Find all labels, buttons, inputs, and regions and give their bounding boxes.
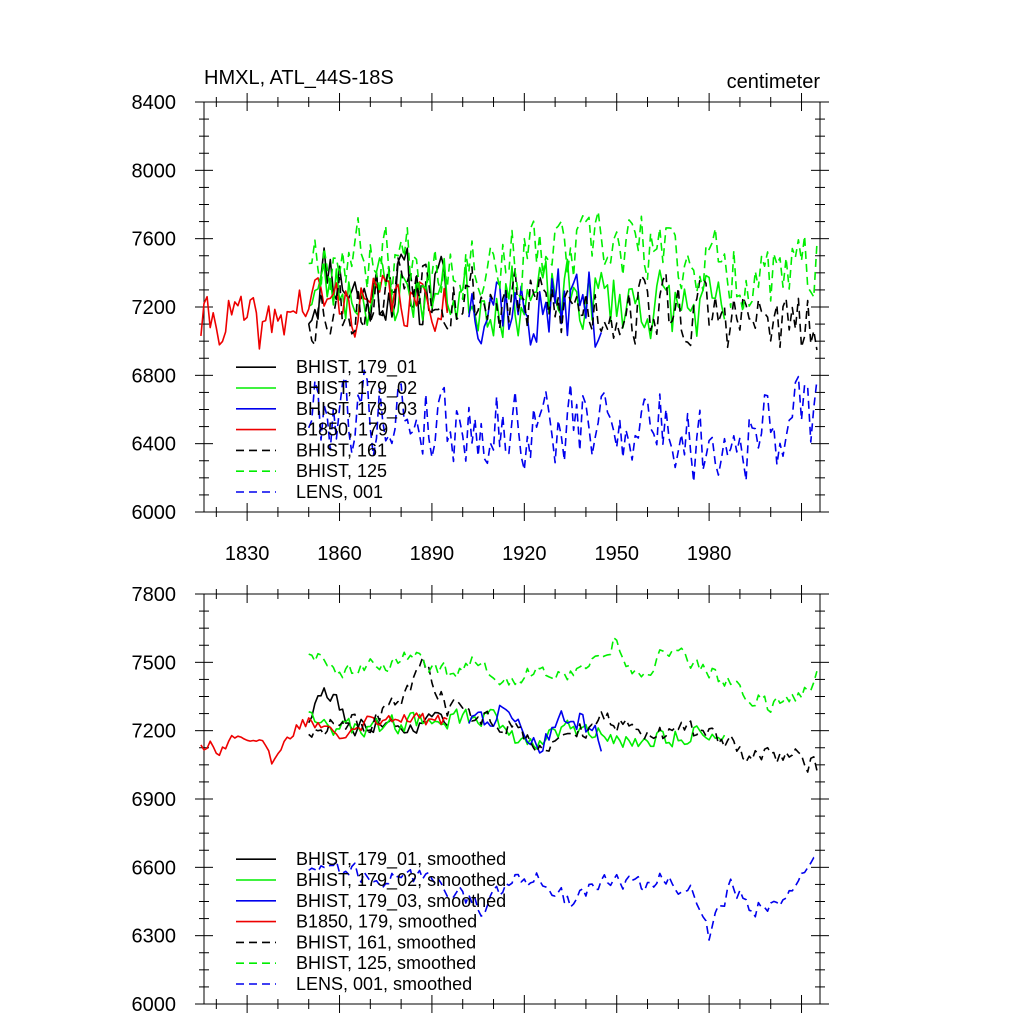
series-line: [308, 210, 818, 313]
legend-label: BHIST, 161: [296, 440, 387, 460]
series-group: [200, 636, 818, 941]
series-line: [308, 656, 818, 773]
x-tick-label: 1860: [317, 543, 362, 565]
series-line: [307, 257, 818, 351]
series-line: [308, 636, 818, 714]
x-tick-label: 1920: [502, 543, 547, 565]
axis-ticks: [195, 93, 829, 521]
y-tick-label: 8000: [132, 160, 177, 182]
y-tick-label: 6400: [132, 434, 177, 456]
series-line: [308, 257, 726, 340]
legend-label: BHIST, 179_03: [296, 399, 417, 420]
axis-ticks: [195, 585, 829, 1013]
legend-label: BHIST, 125, smoothed: [296, 953, 476, 973]
series-group: [200, 210, 818, 483]
legend-label: LENS, 001, smoothed: [296, 974, 472, 994]
x-tick-label: 1980: [687, 543, 732, 565]
y-tick-label: 7500: [132, 652, 177, 674]
x-tick-label: 1890: [410, 543, 455, 565]
y-tick-label: 6300: [132, 926, 177, 948]
series-line: [468, 268, 603, 348]
series-line: [468, 704, 603, 754]
x-tick-label: 1830: [225, 543, 270, 565]
series-line: [307, 687, 448, 737]
y-tick-label: 7200: [132, 721, 177, 743]
legend-label: BHIST, 179_01, smoothed: [296, 849, 506, 870]
chart-title: HMXL, ATL_44S-18S: [204, 67, 394, 89]
legend-label: BHIST, 179_01: [296, 357, 417, 378]
y-tick-label: 7800: [132, 584, 177, 606]
legend-label: BHIST, 161, smoothed: [296, 932, 476, 952]
y-tick-label: 7200: [132, 297, 177, 319]
y-tick-label: 7600: [132, 229, 177, 251]
legend-label: BHIST, 125: [296, 461, 387, 481]
legend-label: LENS, 001: [296, 482, 383, 502]
y-tick-label: 6000: [132, 994, 177, 1016]
chart-panel-2: 6000 6300 6600 6900 7200 7500 7800 BHIST, 179_0…: [132, 584, 829, 1016]
series-line: [200, 274, 449, 350]
legend-label: BHIST, 179_03, smoothed: [296, 891, 506, 912]
x-tick-label: 1950: [594, 543, 639, 565]
units-label: centimeter: [727, 71, 821, 93]
legend-label: B1850, 179, smoothed: [296, 912, 477, 932]
y-tick-label: 6600: [132, 857, 177, 879]
chart-panel-1: 6000 6400 6800 7200 7600 8000 8400 1830 1860 1890…: [132, 67, 829, 565]
y-tick-label: 8400: [132, 92, 177, 114]
legend-label: B1850, 179: [296, 420, 388, 440]
y-tick-label: 6900: [132, 789, 177, 811]
legend-label: BHIST, 179_02: [296, 378, 417, 399]
series-line: [200, 712, 448, 765]
y-tick-label: 6000: [132, 502, 177, 524]
y-tick-label: 6800: [132, 365, 177, 387]
legend-label: BHIST, 179_02, smoothed: [296, 870, 506, 891]
